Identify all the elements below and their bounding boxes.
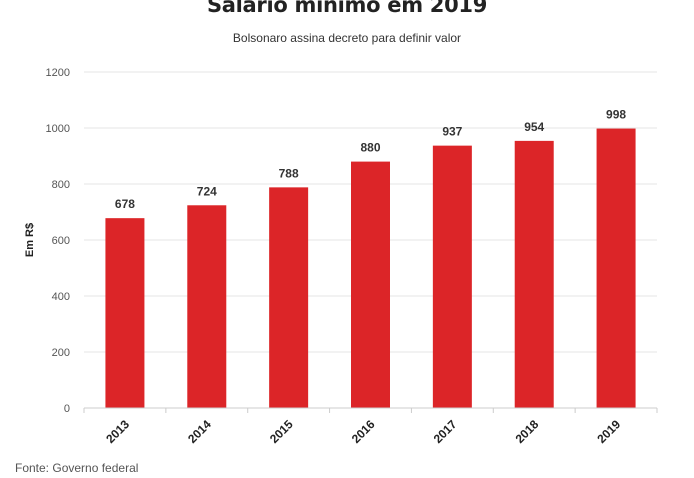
bar-2018 xyxy=(514,140,554,408)
bar-2019 xyxy=(596,128,636,408)
x-tick-label-2019: 2019 xyxy=(594,417,623,446)
x-tick-label-2018: 2018 xyxy=(513,417,542,446)
bar-2017 xyxy=(432,145,472,408)
bar-2015 xyxy=(269,187,309,408)
data-label-2014: 724 xyxy=(197,184,217,198)
x-tick-label-2017: 2017 xyxy=(431,417,460,446)
chart-title: Salário mínimo em 2019 xyxy=(206,0,488,17)
y-axis-ticks: 0 200 400 600 800 1000 1200 xyxy=(46,67,70,415)
data-labels: 678 724 788 880 937 954 998 xyxy=(115,108,626,212)
y-tick-label: 600 xyxy=(52,235,70,247)
y-tick-label: 200 xyxy=(52,347,70,359)
y-tick-label: 800 xyxy=(52,179,70,191)
chart-subtitle: Bolsonaro assina decreto para definir va… xyxy=(232,31,462,45)
bar-2014 xyxy=(187,205,227,408)
x-tick-label-2013: 2013 xyxy=(103,417,132,446)
y-axis-label: Em R$ xyxy=(24,223,36,257)
bars xyxy=(105,128,636,408)
data-label-2017: 937 xyxy=(442,125,462,139)
data-label-2018: 954 xyxy=(524,120,544,134)
x-tick-label-2015: 2015 xyxy=(267,417,296,446)
y-tick-label: 1000 xyxy=(46,123,70,135)
bar-2016 xyxy=(351,161,390,408)
data-label-2013: 678 xyxy=(115,197,135,211)
x-tick-label-2016: 2016 xyxy=(349,417,378,446)
y-tick-label: 0 xyxy=(64,403,70,415)
bar-2013 xyxy=(105,218,145,408)
y-tick-label: 1200 xyxy=(46,67,70,79)
source-note: Fonte: Governo federal xyxy=(15,461,139,475)
x-tick-label-2014: 2014 xyxy=(185,417,214,446)
data-label-2019: 998 xyxy=(606,108,626,122)
data-label-2016: 880 xyxy=(360,141,380,155)
x-axis-ticks: 2013 2014 2015 2016 2017 2018 2019 xyxy=(83,408,658,446)
y-tick-label: 400 xyxy=(52,291,70,303)
data-label-2015: 788 xyxy=(279,166,299,180)
